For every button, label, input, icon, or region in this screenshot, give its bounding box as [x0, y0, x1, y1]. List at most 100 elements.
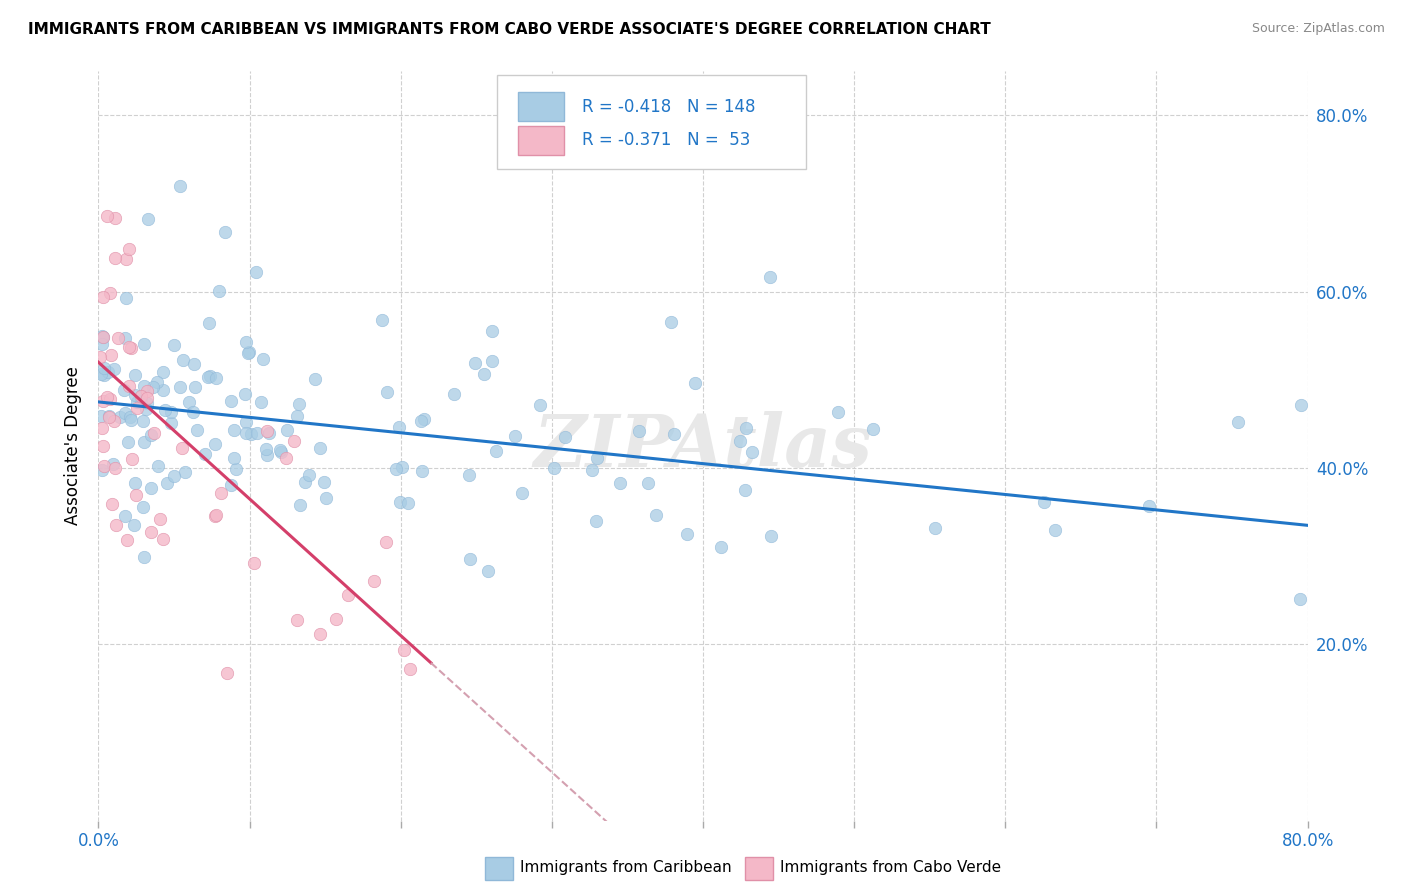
- Point: [194, 446, 217, 460]
- Point: [174, 465, 197, 479]
- Point: [235, 335, 257, 350]
- Point: [152, 532, 174, 546]
- Point: [222, 423, 245, 437]
- Point: [204, 508, 226, 523]
- Point: [91, 439, 114, 453]
- Point: [114, 406, 136, 420]
- Point: [862, 421, 884, 435]
- Point: [103, 414, 125, 428]
- Point: [204, 437, 226, 451]
- Point: [169, 178, 191, 193]
- Point: [136, 211, 159, 226]
- Point: [481, 324, 503, 338]
- Point: [146, 458, 169, 473]
- Point: [585, 514, 607, 528]
- Point: [93, 361, 115, 376]
- Point: [676, 527, 699, 541]
- Point: [458, 468, 481, 483]
- Point: [1137, 499, 1160, 513]
- Point: [132, 500, 155, 514]
- Point: [120, 341, 142, 355]
- Point: [129, 389, 152, 403]
- Point: [214, 225, 236, 239]
- Point: [398, 662, 420, 676]
- Point: [484, 443, 506, 458]
- Point: [117, 434, 139, 449]
- Point: [235, 416, 257, 430]
- Point: [659, 314, 682, 328]
- Text: R = -0.418   N = 148: R = -0.418 N = 148: [582, 97, 755, 116]
- Point: [197, 370, 219, 384]
- Point: [200, 369, 222, 384]
- Point: [472, 367, 495, 381]
- Point: [139, 524, 162, 539]
- Point: [225, 462, 247, 476]
- Point: [270, 445, 292, 459]
- Point: [245, 265, 267, 279]
- Point: [371, 312, 394, 326]
- Point: [1227, 415, 1250, 429]
- Point: [125, 395, 148, 409]
- Point: [644, 508, 666, 523]
- Point: [118, 409, 141, 424]
- Point: [298, 467, 321, 482]
- Point: [734, 483, 756, 497]
- Point: [389, 495, 412, 509]
- Point: [115, 533, 138, 547]
- Point: [181, 405, 204, 419]
- Point: [90, 336, 112, 351]
- Point: [375, 385, 398, 400]
- Point: [96, 209, 118, 223]
- Point: [172, 353, 194, 368]
- Point: [325, 612, 347, 626]
- Point: [100, 286, 122, 301]
- FancyBboxPatch shape: [517, 93, 564, 120]
- Point: [98, 409, 121, 423]
- Point: [93, 459, 115, 474]
- Point: [132, 549, 155, 564]
- Point: [728, 434, 751, 449]
- Point: [117, 378, 139, 392]
- Point: [827, 405, 849, 419]
- Point: [90, 409, 112, 423]
- Point: [115, 252, 138, 266]
- Point: [90, 463, 112, 477]
- Y-axis label: Associate's Degree: Associate's Degree: [65, 367, 83, 525]
- Point: [215, 666, 238, 681]
- Point: [124, 388, 146, 402]
- Point: [98, 392, 121, 407]
- Point: [256, 448, 278, 462]
- Point: [274, 451, 297, 466]
- Point: [205, 508, 228, 522]
- Point: [124, 476, 146, 491]
- Point: [283, 434, 305, 449]
- Point: [259, 426, 281, 441]
- Point: [156, 475, 179, 490]
- Point: [153, 402, 176, 417]
- Point: [683, 376, 706, 390]
- Point: [149, 511, 172, 525]
- Point: [169, 380, 191, 394]
- Point: [91, 330, 114, 344]
- Point: [529, 397, 551, 411]
- Point: [409, 414, 432, 428]
- Point: [186, 423, 208, 437]
- Point: [477, 565, 499, 579]
- Text: Immigrants from Caribbean: Immigrants from Caribbean: [520, 860, 733, 874]
- Point: [252, 352, 274, 367]
- Point: [204, 371, 226, 385]
- Point: [304, 371, 326, 385]
- Point: [385, 462, 408, 476]
- Point: [183, 357, 205, 371]
- Text: ZIPAtlas: ZIPAtlas: [534, 410, 872, 482]
- Point: [1289, 592, 1312, 607]
- Point: [135, 384, 157, 399]
- Point: [285, 409, 308, 423]
- Point: [250, 395, 273, 409]
- Point: [554, 430, 576, 444]
- Point: [160, 405, 183, 419]
- Point: [396, 496, 419, 510]
- Point: [197, 316, 219, 330]
- Point: [224, 451, 246, 466]
- Point: [125, 488, 148, 502]
